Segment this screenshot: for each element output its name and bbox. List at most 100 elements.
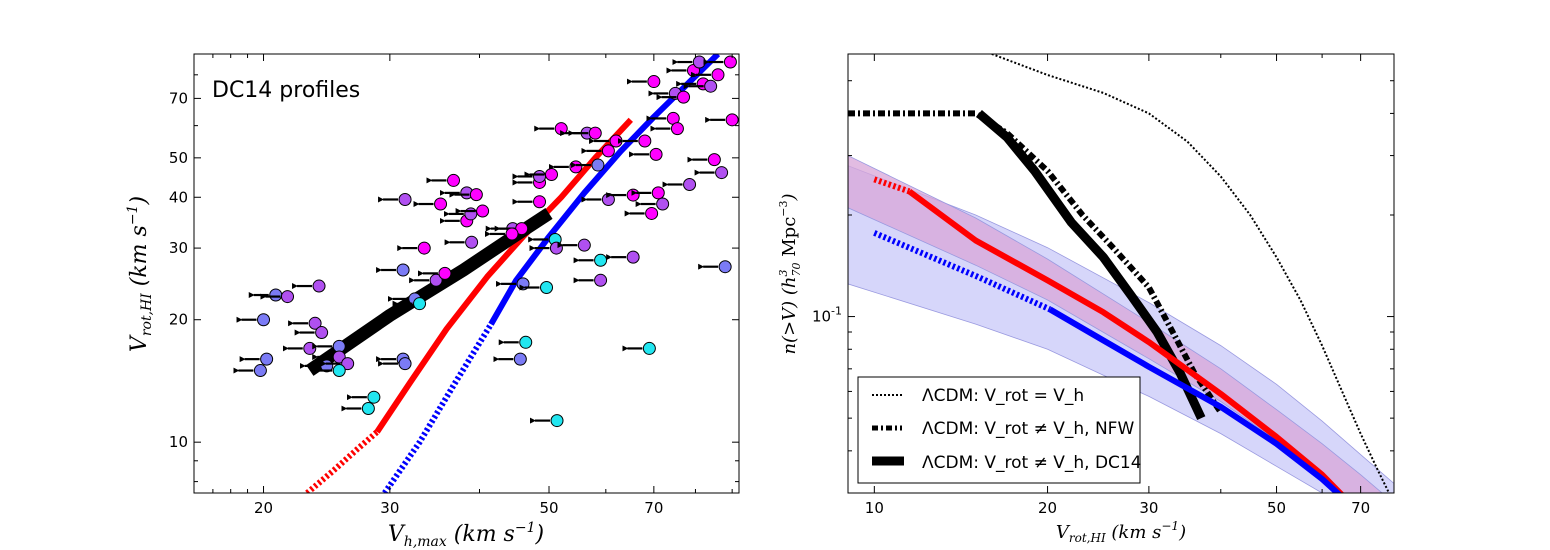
galaxy-point bbox=[718, 260, 732, 274]
galaxy-point bbox=[670, 122, 684, 136]
left-line-red-dotted bbox=[305, 429, 380, 493]
galaxy-point bbox=[715, 166, 729, 180]
galaxy-point bbox=[533, 195, 547, 209]
legend-label-dc14: ΛCDM: V_rot ≠ V_h, DC14 bbox=[922, 453, 1142, 473]
right-xtick-label: 50 bbox=[1267, 499, 1286, 517]
galaxy-point bbox=[434, 197, 448, 211]
galaxy-point bbox=[396, 263, 410, 277]
galaxy-point bbox=[642, 341, 656, 355]
right-series bbox=[907, 188, 1345, 493]
galaxy-point bbox=[533, 169, 547, 183]
right-xlabel: Vrot,HI (km s−1) bbox=[1056, 519, 1186, 545]
galaxy-point bbox=[645, 206, 659, 220]
right-series bbox=[991, 54, 1391, 493]
right-xtick-label: 30 bbox=[1139, 499, 1158, 517]
galaxy-point bbox=[711, 68, 725, 82]
galaxy-point bbox=[626, 188, 640, 202]
left-xtick-label: 50 bbox=[539, 499, 558, 517]
left-ytick-label: 50 bbox=[169, 149, 188, 167]
galaxy-point bbox=[361, 401, 375, 415]
galaxy-point bbox=[638, 134, 652, 148]
galaxy-point bbox=[260, 352, 274, 366]
galaxy-point bbox=[550, 414, 564, 428]
galaxy-point bbox=[594, 253, 608, 267]
left-ytick-label: 40 bbox=[169, 188, 188, 206]
galaxy-point bbox=[651, 186, 665, 200]
galaxy-point bbox=[649, 147, 663, 161]
galaxy-point bbox=[367, 390, 381, 404]
left-model-curves bbox=[305, 54, 721, 493]
galaxy-point bbox=[308, 316, 322, 330]
right-xtick-label: 10 bbox=[865, 499, 884, 517]
legend: ΛCDM: V_rot = V_h ΛCDM: V_rot ≠ V_h, NFW… bbox=[857, 376, 1142, 484]
galaxy-point bbox=[398, 192, 412, 206]
galaxy-point bbox=[303, 341, 317, 355]
left-xtick-label: 30 bbox=[380, 499, 399, 517]
galaxy-point bbox=[469, 188, 483, 202]
galaxy-point bbox=[417, 241, 431, 255]
galaxy-point bbox=[656, 197, 670, 211]
left-xlabel: Vh,max (km s−1) bbox=[388, 520, 544, 550]
left-xtick-label: 20 bbox=[254, 499, 273, 517]
left-ticks: 20 30 50 70 10 20 30 40 50 70 bbox=[169, 53, 739, 517]
galaxy-point bbox=[341, 357, 355, 371]
galaxy-point bbox=[609, 134, 623, 148]
right-axes-frame bbox=[847, 53, 1395, 494]
galaxy-point bbox=[312, 279, 326, 293]
galaxy-point bbox=[549, 241, 563, 255]
galaxy-point bbox=[540, 281, 554, 295]
galaxy-point bbox=[626, 250, 640, 264]
right-ylabel: n(>V) (h370 Mpc−3) bbox=[777, 193, 803, 354]
galaxy-point bbox=[594, 273, 608, 287]
galaxy-point bbox=[257, 313, 271, 327]
galaxy-point bbox=[464, 207, 478, 221]
right-series bbox=[873, 230, 1052, 313]
galaxy-point bbox=[683, 177, 697, 191]
left-panel: 20 30 50 70 10 20 30 40 50 70 DC14 profiles Vh,ma… bbox=[125, 53, 740, 550]
galaxy-point bbox=[569, 160, 583, 174]
galaxy-point bbox=[438, 266, 452, 280]
galaxy-point bbox=[253, 364, 267, 378]
galaxy-point bbox=[476, 204, 490, 218]
galaxy-point bbox=[647, 75, 661, 89]
left-ytick-label: 30 bbox=[169, 239, 188, 257]
legend-label-nfw: ΛCDM: V_rot ≠ V_h, NFW bbox=[922, 419, 1134, 439]
galaxy-point bbox=[591, 158, 605, 172]
right-ytick-label: 10-1 bbox=[812, 305, 842, 326]
left-line-blue-dotted bbox=[382, 322, 494, 493]
galaxy-point bbox=[281, 290, 295, 304]
galaxy-point bbox=[707, 153, 721, 167]
right-curves bbox=[848, 54, 1391, 493]
galaxy-point bbox=[465, 235, 479, 249]
galaxy-point bbox=[519, 335, 533, 349]
left-ylabel: Vrot,HI (km s−1) bbox=[125, 196, 155, 352]
right-xtick-label: 20 bbox=[1038, 499, 1057, 517]
left-ytick-label: 10 bbox=[169, 433, 188, 451]
legend-box bbox=[857, 376, 1141, 484]
legend-label-lcdm: ΛCDM: V_rot = V_h bbox=[922, 386, 1084, 406]
galaxy-point bbox=[315, 326, 329, 340]
galaxy-point bbox=[704, 79, 718, 93]
galaxy-point bbox=[413, 297, 427, 311]
galaxy-point bbox=[577, 238, 591, 252]
galaxy-point bbox=[447, 173, 461, 187]
galaxy-point bbox=[544, 168, 558, 182]
right-series bbox=[1048, 306, 1342, 493]
right-series bbox=[873, 176, 911, 195]
right-xtick-label: 70 bbox=[1351, 499, 1370, 517]
left-axes-frame bbox=[193, 53, 740, 494]
galaxy-point bbox=[505, 227, 519, 241]
galaxy-point bbox=[269, 288, 283, 302]
galaxy-point bbox=[588, 126, 602, 140]
galaxy-point bbox=[332, 364, 346, 378]
galaxy-point bbox=[723, 55, 737, 69]
right-ticks: 10 20 30 50 70 10-1 bbox=[812, 54, 1394, 517]
galaxy-point bbox=[601, 144, 615, 158]
right-panel: 10 20 30 50 70 10-1 Vrot,HI (km s−1) n(>V) (h… bbox=[777, 53, 1395, 545]
left-xtick-label: 70 bbox=[644, 499, 663, 517]
left-ytick-label: 70 bbox=[169, 89, 188, 107]
galaxy-point bbox=[725, 113, 739, 127]
left-galaxy-points bbox=[233, 55, 739, 428]
left-annotation: DC14 profiles bbox=[212, 78, 360, 103]
